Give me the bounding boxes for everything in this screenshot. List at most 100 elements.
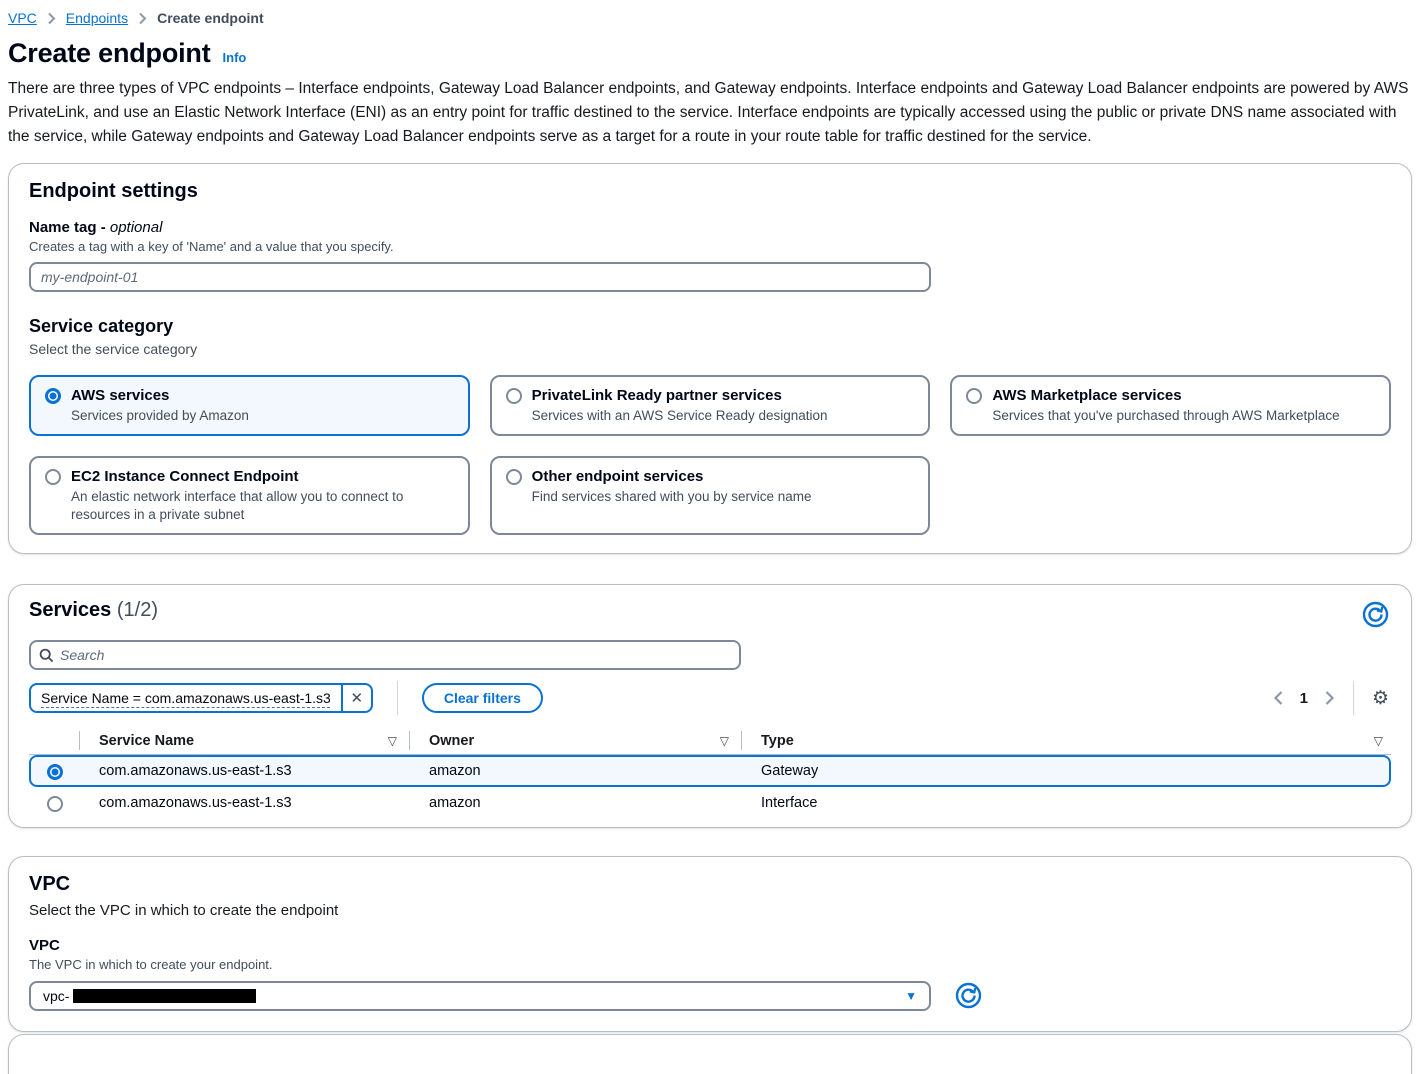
- services-table: Service Name ▽ Owner ▽ Typ: [29, 727, 1391, 819]
- filter-icon: ▽: [1373, 733, 1383, 748]
- vpc-panel: VPC Select the VPC in which to create th…: [8, 856, 1412, 1032]
- previous-page-button[interactable]: [1271, 688, 1286, 708]
- table-preferences-button[interactable]: ⚙: [1370, 687, 1391, 710]
- vpc-select-value: vpc-: [43, 987, 70, 1004]
- services-search: [29, 640, 741, 670]
- cell-type: Interface: [761, 795, 818, 811]
- tile-description: Services provided by Amazon: [71, 408, 249, 423]
- filter-icon: ▽: [387, 733, 397, 748]
- filter-owner-button[interactable]: ▽: [720, 735, 729, 747]
- divider: [741, 731, 742, 750]
- page-header: Create endpoint Info: [8, 38, 1412, 69]
- tile-title: PrivateLink Ready partner services: [531, 387, 782, 404]
- filter-token: Service Name = com.amazonaws.us-east-1.s…: [29, 683, 373, 713]
- name-tag-input[interactable]: [29, 262, 931, 292]
- vpc-refresh-button[interactable]: [953, 980, 984, 1011]
- tile-privatelink-partner-services[interactable]: PrivateLink Ready partner services Servi…: [489, 375, 931, 436]
- cell-owner: amazon: [429, 795, 481, 811]
- tile-aws-services[interactable]: AWS services Services provided by Amazon: [29, 375, 470, 436]
- selection-column-header: [31, 727, 79, 754]
- service-category-subtitle: Select the service category: [29, 341, 198, 357]
- filter-type-button[interactable]: ▽: [1374, 735, 1383, 747]
- chevron-right-icon: [138, 12, 147, 25]
- endpoint-settings-panel: Endpoint settings Name tag - optional Cr…: [8, 163, 1412, 554]
- vpc-select[interactable]: vpc- ▼: [29, 980, 931, 1011]
- tile-title: AWS Marketplace services: [992, 387, 1182, 404]
- service-category-tiles: AWS services Services provided by Amazon…: [29, 375, 1391, 535]
- breadcrumb-link-vpc[interactable]: VPC: [8, 10, 37, 26]
- radio-privatelink-partner-services[interactable]: [505, 388, 522, 404]
- name-tag-label: Name tag - optional: [29, 219, 1391, 236]
- vpc-field-label: VPC: [29, 937, 60, 954]
- table-row-interface[interactable]: com.amazonaws.us-east-1.s3 amazon Interf…: [29, 787, 1391, 819]
- page-number[interactable]: 1: [1299, 689, 1308, 707]
- radio-ec2-instance-connect[interactable]: [45, 469, 61, 485]
- redacted-vpc-id: [73, 988, 257, 1003]
- cell-owner: amazon: [429, 763, 481, 779]
- radio-other-endpoint-services[interactable]: [505, 469, 522, 485]
- tile-title: AWS services: [71, 387, 170, 404]
- chevron-left-icon: [1273, 691, 1282, 705]
- refresh-button[interactable]: [1360, 599, 1391, 630]
- tile-aws-marketplace-services[interactable]: AWS Marketplace services Services that y…: [950, 375, 1391, 436]
- column-header-type: Type ▽: [741, 727, 1389, 754]
- tile-description: Services that you've purchased through A…: [992, 408, 1340, 423]
- services-panel: Services (1/2): [8, 584, 1412, 828]
- breadcrumb-link-endpoints[interactable]: Endpoints: [65, 10, 129, 26]
- filter-service-name-button[interactable]: ▽: [388, 735, 397, 747]
- search-icon: [39, 648, 54, 663]
- pagination: 1: [1271, 688, 1337, 708]
- table-header: Service Name ▽ Owner ▽ Typ: [29, 727, 1391, 755]
- clear-filters-button[interactable]: Clear filters: [421, 683, 543, 713]
- close-icon: ✕: [350, 690, 364, 707]
- cell-service-name: com.amazonaws.us-east-1.s3: [99, 763, 292, 779]
- tile-description: An elastic network interface that allow …: [71, 489, 404, 522]
- filter-row: Service Name = com.amazonaws.us-east-1.s…: [29, 681, 1391, 715]
- tile-ec2-instance-connect[interactable]: EC2 Instance Connect Endpoint An elastic…: [29, 456, 470, 535]
- chevron-right-icon: [1325, 691, 1335, 705]
- filter-icon: ▽: [719, 733, 729, 748]
- page-title: Create endpoint: [8, 38, 211, 68]
- search-input[interactable]: [60, 647, 731, 663]
- refresh-icon: [1362, 601, 1389, 628]
- vpc-subtitle: Select the VPC in which to create the en…: [29, 902, 339, 919]
- filter-token-label: Service Name = com.amazonaws.us-east-1.s…: [41, 690, 331, 706]
- next-page-button[interactable]: [1322, 688, 1337, 708]
- page-description: There are three types of VPC endpoints –…: [8, 80, 1409, 145]
- radio-aws-services[interactable]: [45, 388, 61, 404]
- chevron-right-icon: [47, 12, 56, 25]
- column-header-owner: Owner ▽: [409, 727, 741, 754]
- table-row-gateway[interactable]: com.amazonaws.us-east-1.s3 amazon Gatewa…: [29, 755, 1391, 787]
- vpc-field-hint: The VPC in which to create your endpoint…: [29, 957, 273, 972]
- column-label: Type: [761, 732, 794, 749]
- name-tag-optional: optional: [109, 219, 163, 236]
- row-radio[interactable]: [47, 796, 63, 812]
- refresh-icon: [955, 982, 982, 1009]
- tile-title: EC2 Instance Connect Endpoint: [71, 468, 299, 485]
- gear-icon: ⚙: [1371, 687, 1389, 709]
- radio-aws-marketplace-services[interactable]: [966, 388, 983, 404]
- column-label: Owner: [429, 732, 475, 749]
- divider: [409, 731, 410, 750]
- info-link[interactable]: Info: [222, 50, 247, 65]
- tile-title: Other endpoint services: [531, 468, 704, 485]
- name-tag-hint: Creates a tag with a key of 'Name' and a…: [29, 239, 394, 254]
- endpoint-settings-title: Endpoint settings: [29, 180, 198, 202]
- service-category-title: Service category: [29, 316, 174, 336]
- tile-description: Services with an AWS Service Ready desig…: [531, 408, 828, 423]
- next-panel-stub: [8, 1034, 1412, 1074]
- services-title-text: Services: [29, 599, 112, 621]
- breadcrumb: VPC Endpoints Create endpoint: [8, 8, 1412, 36]
- services-count: (1/2): [116, 599, 158, 621]
- remove-filter-button[interactable]: ✕: [340, 685, 371, 711]
- tile-other-endpoint-services[interactable]: Other endpoint services Find services sh…: [489, 456, 931, 535]
- row-radio-selected[interactable]: [47, 764, 63, 780]
- divider: [1352, 681, 1354, 715]
- breadcrumb-current: Create endpoint: [157, 10, 264, 26]
- column-header-service-name: Service Name ▽: [79, 727, 409, 754]
- tile-description: Find services shared with you by service…: [531, 489, 812, 504]
- services-title: Services (1/2): [29, 599, 158, 622]
- cell-type: Gateway: [761, 763, 819, 779]
- name-tag-label-text: Name tag -: [29, 219, 106, 236]
